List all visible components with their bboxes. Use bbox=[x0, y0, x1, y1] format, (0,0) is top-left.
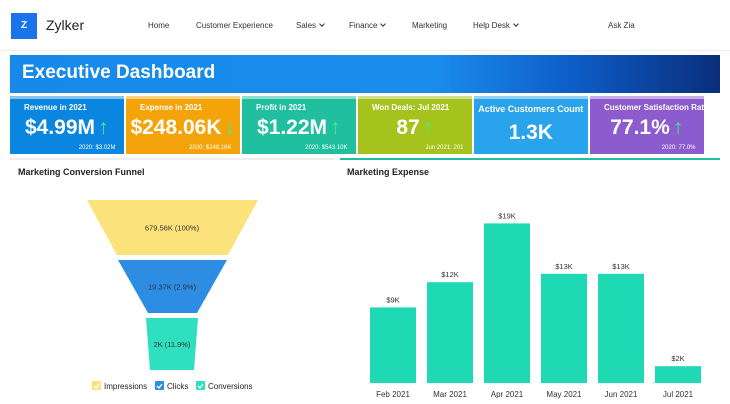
kpi-number: $1.22M bbox=[256, 116, 328, 139]
bar bbox=[541, 273, 587, 383]
kpi-card[interactable]: Active Customers Count 1.3K bbox=[474, 96, 588, 154]
kpi-value: 87 ↑ bbox=[358, 116, 472, 140]
funnel-stage bbox=[87, 200, 258, 255]
kpi-title: Won Deals: Jul 2021 bbox=[372, 103, 450, 112]
kpi-value: $248.06K ↓ bbox=[126, 116, 240, 140]
kpi-value: 77.1% ↑ bbox=[590, 116, 704, 140]
chart-panel bbox=[340, 158, 720, 404]
ask-zia[interactable]: Ask Zia bbox=[608, 21, 635, 30]
bar bbox=[370, 307, 416, 383]
kpi-value: 1.3K bbox=[474, 121, 588, 145]
x-tick-label: Jun 2021 bbox=[605, 390, 638, 399]
legend-label: Conversions bbox=[208, 382, 252, 391]
kpi-card[interactable]: Expense in 2021 $248.06K ↓ 2020: $248.16K bbox=[126, 96, 240, 154]
legend-swatch bbox=[155, 381, 164, 390]
funnel-title: Marketing Conversion Funnel bbox=[18, 167, 145, 177]
legend-label: Impressions bbox=[104, 382, 147, 391]
brand: Zylker bbox=[46, 17, 85, 33]
kpi-number: 77.1% bbox=[610, 116, 670, 139]
navbar bbox=[0, 0, 730, 51]
value-label: $12K bbox=[441, 270, 459, 279]
kpi-compare: Jun 2021: 201 bbox=[425, 145, 464, 151]
kpi-number: $4.99M bbox=[24, 116, 96, 139]
kpi-number: 87 bbox=[396, 116, 420, 139]
trend-arrow: ↑ bbox=[330, 116, 341, 139]
value-label: $13K bbox=[612, 262, 630, 271]
banner-title: Executive Dashboard bbox=[22, 62, 216, 83]
x-tick-label: Apr 2021 bbox=[491, 390, 524, 399]
legend-check bbox=[156, 383, 163, 389]
value-label: $9K bbox=[386, 295, 399, 304]
bar bbox=[598, 273, 644, 383]
legend-check bbox=[197, 383, 204, 389]
trend-arrow: ↑ bbox=[98, 116, 109, 139]
x-tick-label: Feb 2021 bbox=[376, 390, 410, 399]
x-tick-label: Mar 2021 bbox=[433, 390, 467, 399]
nav-item[interactable]: Sales bbox=[296, 21, 325, 30]
logo[interactable]: Z bbox=[11, 13, 37, 39]
nav-item[interactable]: Finance bbox=[349, 21, 387, 30]
bar bbox=[655, 366, 701, 383]
kpi-title: Expense in 2021 bbox=[140, 103, 203, 112]
value-label: $19K bbox=[498, 211, 516, 220]
kpi-value: $4.99M ↑ bbox=[10, 116, 124, 140]
kpi-card[interactable]: Profit in 2021 $1.22M ↑ 2020: $543.10K bbox=[242, 96, 356, 154]
funnel-label: 679.56K (100%) bbox=[145, 224, 200, 233]
chart-title: Marketing Expense bbox=[347, 167, 429, 177]
legend-label: Clicks bbox=[167, 382, 188, 391]
nav-item[interactable]: Marketing bbox=[412, 21, 448, 30]
value-label: $13K bbox=[555, 262, 573, 271]
kpi-title: Customer Satisfaction Rate 2021 bbox=[604, 103, 729, 112]
trend-arrow: ↓ bbox=[224, 116, 236, 139]
funnel-stage bbox=[118, 260, 227, 313]
bar bbox=[427, 282, 473, 383]
trend-arrow: ↑ bbox=[672, 116, 684, 139]
kpi-compare: 2020: $543.10K bbox=[305, 145, 348, 151]
value-label: $2K bbox=[671, 354, 684, 363]
funnel-label: 2K (11.9%) bbox=[154, 340, 191, 349]
kpi-number: $248.06K bbox=[130, 116, 222, 139]
legend-swatch bbox=[92, 381, 101, 390]
kpi-number: 1.3K bbox=[508, 121, 553, 144]
nav-item[interactable]: Help Desk bbox=[473, 21, 519, 30]
kpi-card[interactable]: Won Deals: Jul 2021 87 ↑ Jun 2021: 201 bbox=[358, 96, 472, 154]
bar bbox=[484, 223, 530, 383]
funnel-panel bbox=[10, 158, 335, 404]
kpi-card[interactable]: Customer Satisfaction Rate 2021 77.1% ↑ 202… bbox=[590, 96, 729, 154]
kpi-title: Active Customers Count bbox=[478, 104, 584, 114]
funnel-stage bbox=[146, 318, 198, 370]
trend-arrow: ↑ bbox=[422, 116, 434, 139]
kpi-title: Profit in 2021 bbox=[256, 103, 307, 112]
kpi-title: Revenue in 2021 bbox=[24, 103, 87, 112]
banner: Executive Dashboard bbox=[10, 55, 720, 93]
legend-swatch bbox=[196, 381, 205, 390]
kpi-value: $1.22M ↑ bbox=[242, 116, 356, 140]
kpi-card[interactable]: Revenue in 2021 $4.99M ↑ 2020: $3.02M bbox=[10, 96, 124, 154]
funnel-label: 19.37K (2.9%) bbox=[148, 283, 196, 292]
nav-item[interactable]: Home bbox=[148, 21, 170, 30]
legend-check bbox=[93, 383, 100, 389]
nav-item[interactable]: Customer Experience bbox=[196, 21, 273, 30]
kpi-compare: 2020: $248.16K bbox=[189, 145, 232, 151]
x-tick-label: May 2021 bbox=[546, 390, 582, 399]
kpi-compare: 2020: 77.0% bbox=[661, 145, 696, 151]
x-tick-label: Jul 2021 bbox=[663, 390, 694, 399]
kpi-compare: 2020: $3.02M bbox=[78, 145, 116, 151]
